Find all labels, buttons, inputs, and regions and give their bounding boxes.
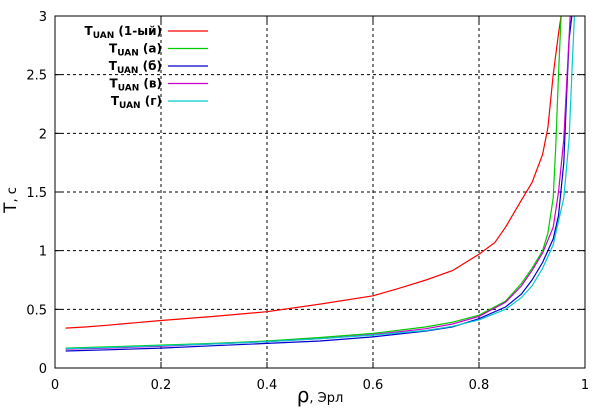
legend-symbol: T	[109, 42, 118, 56]
x-tick-label: 1	[581, 378, 589, 393]
x-axis-label: ρ, Эрл	[297, 383, 344, 407]
legend-label-4: TUAN (в)	[110, 77, 162, 94]
series-line-3	[65, 16, 573, 352]
y-tick-label: 1.5	[26, 186, 47, 201]
legend-label-1: TUAN (1-ый)	[85, 24, 162, 41]
x-tick-label: 0.6	[363, 378, 384, 393]
y-axis-symbol: T	[1, 202, 21, 214]
legend-symbol: T	[85, 24, 94, 38]
series-layer	[65, 16, 575, 352]
y-tick-label: 0.5	[26, 303, 47, 318]
legend-label-3: TUAN (б)	[109, 59, 162, 76]
y-axis-unit: , c	[5, 187, 20, 202]
x-axis-unit: , Эрл	[309, 391, 343, 406]
x-axis-symbol: ρ	[297, 383, 310, 407]
legend: TUAN (1-ый)TUAN (а)TUAN (б)TUAN (в)TUAN …	[85, 24, 208, 111]
y-tick-label: 2.5	[26, 69, 47, 84]
legend-subscript: UAN	[117, 49, 139, 59]
legend-label-2: TUAN (а)	[109, 42, 162, 59]
legend-symbol: T	[111, 94, 120, 108]
x-tick-label: 0	[51, 378, 59, 393]
series-line-5	[65, 16, 575, 350]
legend-suffix: (б)	[138, 59, 162, 73]
legend-suffix: (а)	[139, 42, 162, 56]
legend-subscript: UAN	[117, 66, 139, 76]
y-axis-label: T, c	[1, 187, 21, 214]
tick-labels: 0 0.2 0.4 0.6 0.8 1 0 0.5 1 1.5 2 2.5 3	[26, 10, 589, 393]
legend-subscript: UAN	[118, 84, 140, 94]
legend-symbol: T	[109, 59, 118, 73]
legend-subscript: UAN	[93, 31, 115, 41]
x-tick-label: 0.4	[257, 378, 278, 393]
y-tick-label: 2	[39, 127, 47, 142]
series-line-1	[65, 16, 562, 329]
y-tick-label: 1	[39, 245, 47, 260]
grid	[55, 16, 585, 368]
y-tick-label: 0	[39, 362, 47, 377]
legend-suffix: (1-ый)	[114, 24, 162, 38]
legend-symbol: T	[110, 77, 119, 91]
legend-suffix: (в)	[139, 77, 162, 91]
x-tick-label: 0.2	[151, 378, 172, 393]
ticks	[54, 15, 586, 369]
legend-suffix: (г)	[141, 94, 162, 108]
legend-subscript: UAN	[119, 101, 141, 111]
y-tick-label: 3	[39, 10, 47, 25]
x-tick-label: 0.8	[469, 378, 490, 393]
legend-label-5: TUAN (г)	[111, 94, 162, 111]
